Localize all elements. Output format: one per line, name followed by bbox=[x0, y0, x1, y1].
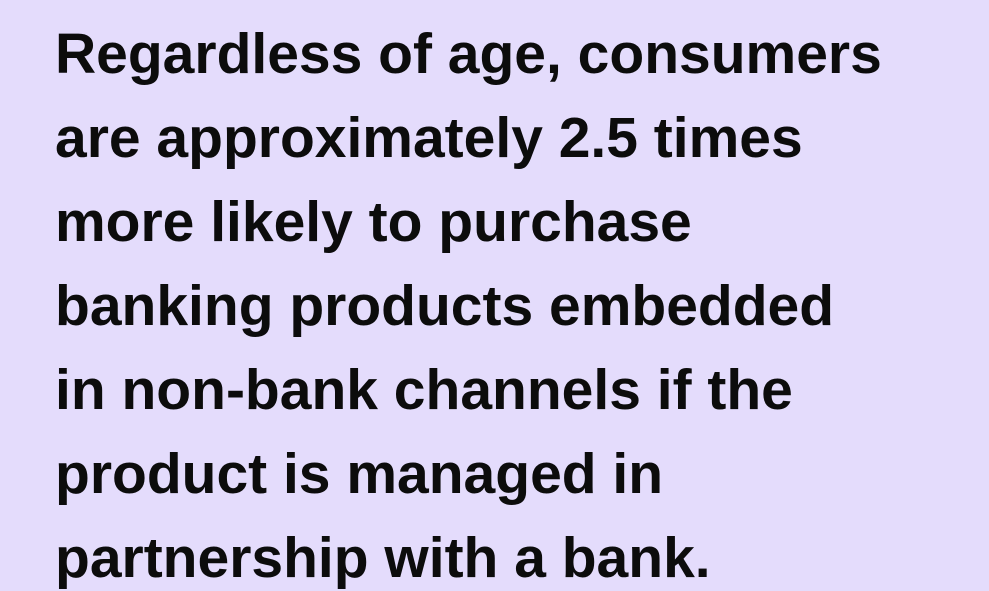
quote-line: banking products embedded bbox=[55, 274, 835, 338]
quote-line: are approximately 2.5 times bbox=[55, 106, 803, 170]
quote-line: product is managed in bbox=[55, 442, 664, 506]
quote-line: more likely to purchase bbox=[55, 190, 692, 254]
quote-line: Regardless of age, consumers bbox=[55, 22, 882, 86]
quote-line: partnership with a bank. bbox=[55, 526, 711, 590]
quote: Regardless of age, consumers are approxim… bbox=[55, 12, 882, 591]
quote-line: in non-bank channels if the bbox=[55, 358, 793, 422]
